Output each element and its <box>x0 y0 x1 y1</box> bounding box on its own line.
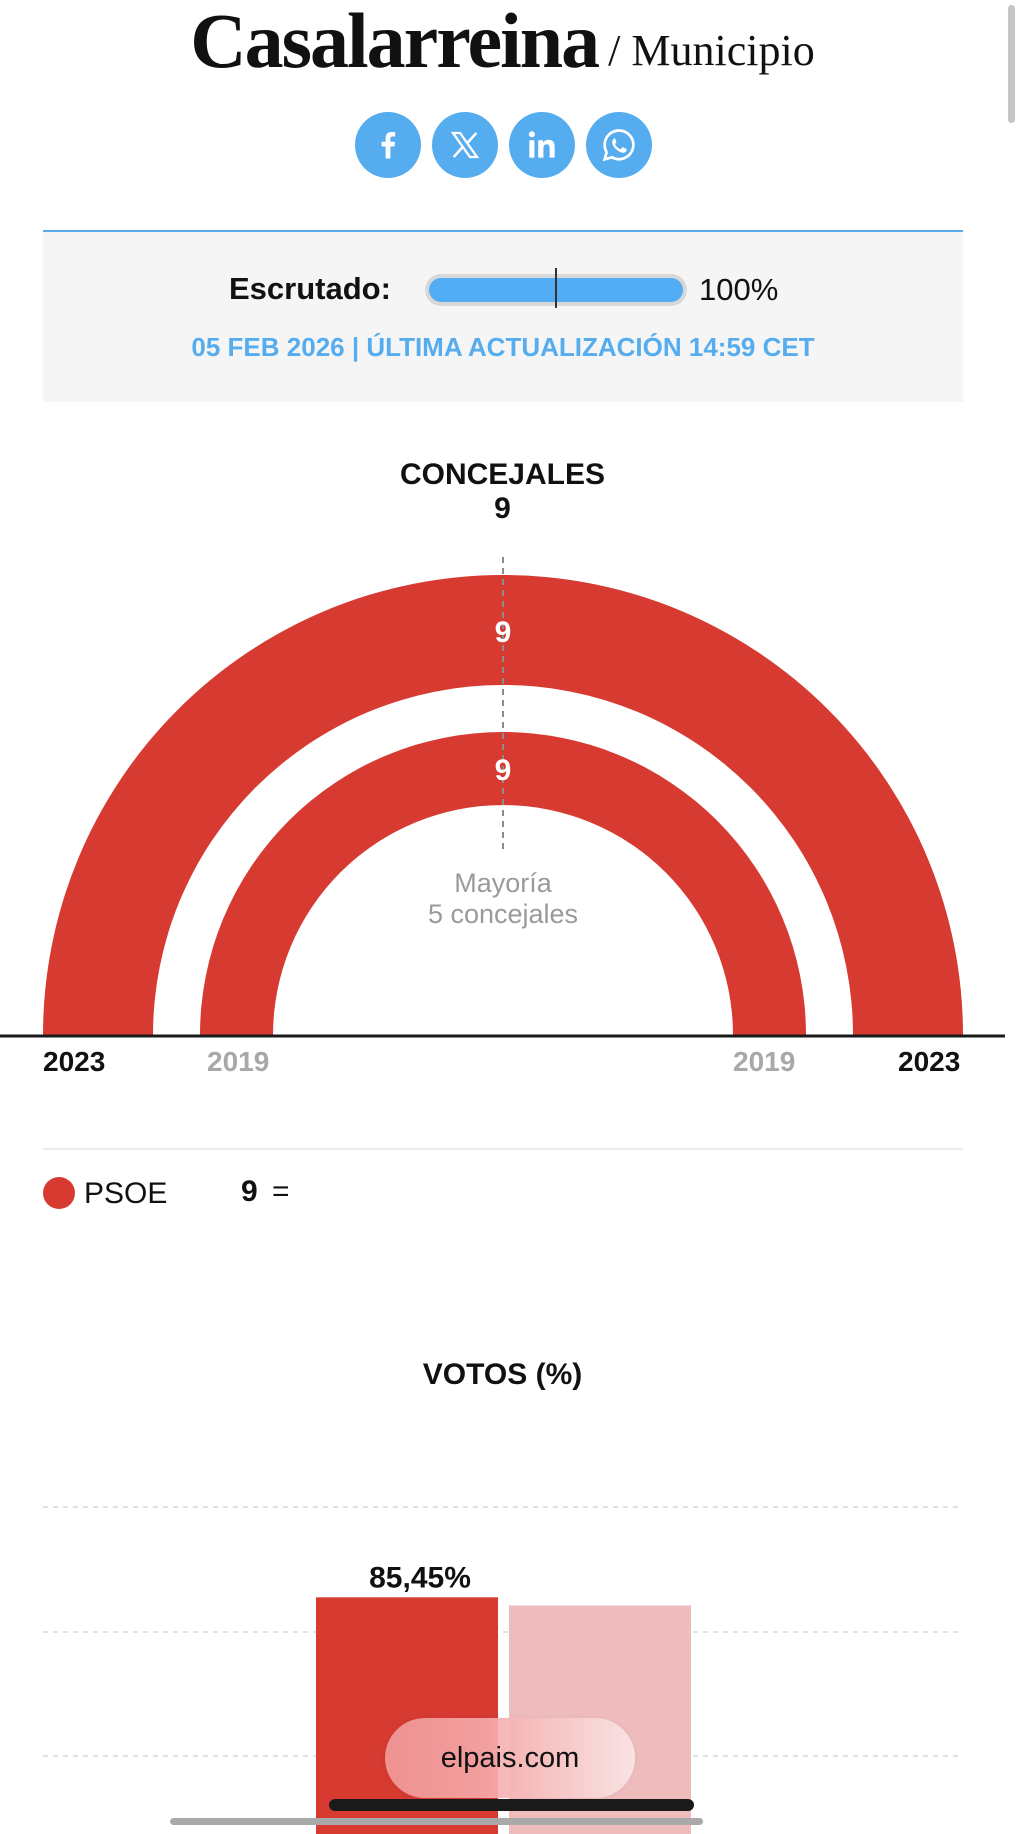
x-icon <box>450 131 480 159</box>
share-buttons <box>355 112 652 178</box>
legend-color-dot <box>43 1177 75 1209</box>
share-whatsapp-button[interactable] <box>586 112 652 178</box>
seats-hemicycle-chart: 9 9 Mayoría 5 concejales <box>0 557 1005 1038</box>
vertical-scrollbar[interactable] <box>1008 5 1015 123</box>
year-label-2023-right: 2023 <box>898 1046 961 1077</box>
year-label-2019-right: 2019 <box>733 1046 796 1077</box>
page-header: Casalarreina / Municipio <box>0 0 1005 90</box>
legend-seat-change: = <box>272 1175 290 1208</box>
horizontal-scrollbar[interactable] <box>170 1818 703 1825</box>
seats-title: CONCEJALES <box>399 458 606 491</box>
scrutiny-panel: Escrutado: 100% 05 FEB 2026 | ÚLTIMA ACT… <box>43 230 963 402</box>
ring-2023-value-label: 9 <box>495 616 512 649</box>
page-subtitle: / Municipio <box>608 26 815 75</box>
hemicycle-ring-2023-psoe <box>43 575 963 1035</box>
majority-label: Mayoría <box>454 868 553 898</box>
legend-party-name: PSOE <box>84 1177 168 1210</box>
home-indicator[interactable] <box>329 1799 694 1811</box>
year-label-2019-left: 2019 <box>207 1046 270 1077</box>
share-x-button[interactable] <box>432 112 498 178</box>
site-domain-pill[interactable]: elpais.com <box>385 1718 635 1798</box>
section-divider <box>43 1148 963 1150</box>
page-title: Casalarreina <box>190 0 600 84</box>
facebook-icon <box>381 131 396 159</box>
votes-title: VOTOS (%) <box>422 1358 583 1391</box>
scrutiny-midpoint-marker <box>555 268 557 308</box>
seats-total: 9 <box>494 492 511 525</box>
whatsapp-icon <box>602 129 635 162</box>
linkedin-icon <box>528 131 555 158</box>
legend-party-seats: 9 <box>241 1175 258 1208</box>
scrutiny-percent: 100% <box>699 272 779 307</box>
ring-2019-value-label: 9 <box>495 754 512 787</box>
majority-value: 5 concejales <box>428 899 578 929</box>
year-label-2023-left: 2023 <box>43 1046 106 1077</box>
share-linkedin-button[interactable] <box>509 112 575 178</box>
site-domain-text: elpais.com <box>440 1741 580 1774</box>
last-update-timestamp: 05 FEB 2026 | ÚLTIMA ACTUALIZACIÓN 14:59… <box>191 332 815 362</box>
bar-2023-value-label: 85,45% <box>369 1561 471 1594</box>
share-facebook-button[interactable] <box>355 112 421 178</box>
hemicycle-ring-2019-psoe <box>200 732 806 1035</box>
scrutiny-label: Escrutado: <box>229 271 391 306</box>
